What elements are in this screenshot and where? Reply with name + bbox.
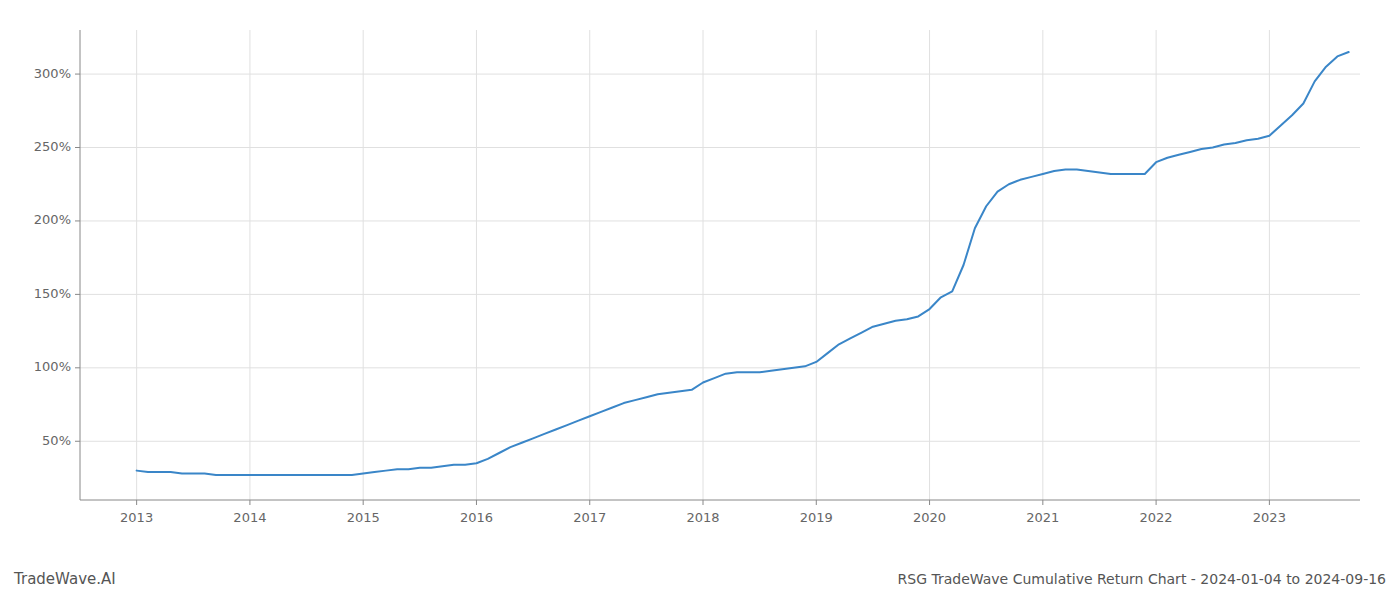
tick-label: 50% — [42, 433, 71, 448]
tick-mark — [1269, 500, 1270, 505]
grid-line — [1269, 30, 1270, 500]
tick-label: 2023 — [1253, 510, 1286, 525]
grid — [80, 30, 1360, 500]
title: RSG TradeWave Cumulative Return Chart - … — [898, 571, 1387, 587]
grid-line — [80, 294, 1360, 295]
tick-label: 2022 — [1140, 510, 1173, 525]
tick-label: 2019 — [800, 510, 833, 525]
tick-label: 2014 — [233, 510, 266, 525]
grid-line — [80, 367, 1360, 368]
tick-label: 250% — [34, 139, 71, 154]
grid-line — [589, 30, 590, 500]
tick-label: 200% — [34, 212, 71, 227]
line — [137, 52, 1349, 475]
watermark: TradeWave.AI — [13, 570, 116, 588]
chart: 50% 100% 150% 200% 250% 300% 2013 2014 2015 2016 2… — [0, 0, 1400, 600]
tick-label: 2017 — [573, 510, 606, 525]
grid-line — [703, 30, 704, 500]
grid-line — [1042, 30, 1043, 500]
grid-line — [476, 30, 477, 500]
tick-mark — [75, 367, 80, 368]
y-axis-line — [80, 30, 81, 500]
tick-label: 2018 — [686, 510, 719, 525]
tick-mark — [1042, 500, 1043, 505]
grid-line — [80, 220, 1360, 221]
background — [0, 0, 1400, 600]
grid-line — [80, 147, 1360, 148]
axes: 50% 100% 150% 200% 250% 300% 2013 2014 2015 2016 2… — [34, 30, 1360, 525]
tick-mark — [75, 147, 80, 148]
tick-mark — [476, 500, 477, 505]
tick-mark — [363, 500, 364, 505]
grid-line — [80, 74, 1360, 75]
tick-mark — [929, 500, 930, 505]
grid-line — [816, 30, 817, 500]
x-axis-line — [80, 500, 1360, 501]
tick-label: 100% — [34, 359, 71, 374]
tick-mark — [703, 500, 704, 505]
tick-mark — [136, 500, 137, 505]
grid-line — [1156, 30, 1157, 500]
tick-label: 2016 — [460, 510, 493, 525]
tick-label: 2013 — [120, 510, 153, 525]
tick-label: 300% — [34, 66, 71, 81]
tick-mark — [249, 500, 250, 505]
grid-line — [136, 30, 137, 500]
tick-label: 2015 — [347, 510, 380, 525]
tick-mark — [75, 74, 80, 75]
tick-mark — [816, 500, 817, 505]
tick-label: 2021 — [1026, 510, 1059, 525]
plot-area — [137, 52, 1349, 475]
grid-line — [929, 30, 930, 500]
tick-mark — [1156, 500, 1157, 505]
tick-mark — [75, 294, 80, 295]
grid-line — [80, 441, 1360, 442]
grid-line — [363, 30, 364, 500]
tick-label: 2020 — [913, 510, 946, 525]
tick-mark — [75, 220, 80, 221]
grid-line — [249, 30, 250, 500]
tick-mark — [75, 441, 80, 442]
tick-mark — [589, 500, 590, 505]
tick-label: 150% — [34, 286, 71, 301]
